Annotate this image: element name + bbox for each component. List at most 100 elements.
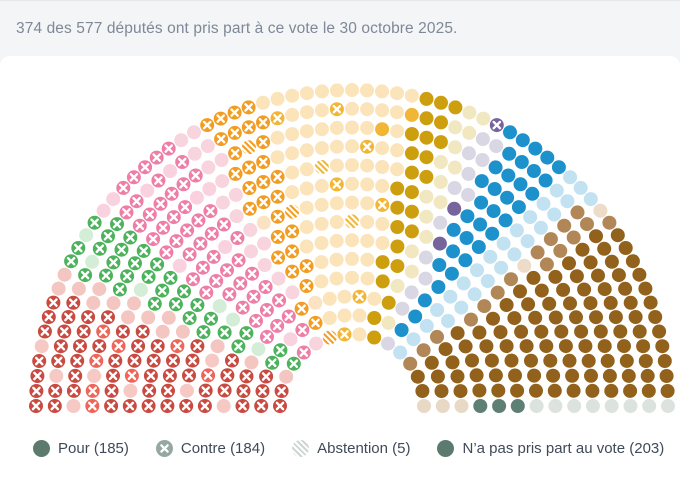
seat-dot[interactable] — [390, 200, 405, 215]
seat-dot[interactable] — [657, 354, 672, 368]
seat-dot[interactable] — [661, 399, 675, 413]
seat-dot[interactable] — [360, 83, 374, 98]
seat-dot[interactable] — [610, 228, 625, 243]
seat-dot[interactable] — [526, 164, 541, 178]
seat-dot[interactable] — [161, 310, 176, 325]
seat-dot[interactable] — [589, 229, 603, 244]
seat-dot[interactable] — [621, 368, 636, 383]
seat-dot[interactable] — [141, 310, 156, 325]
seat-dot[interactable] — [453, 384, 468, 399]
seat-dot[interactable] — [394, 323, 409, 337]
seat-dot[interactable] — [390, 105, 404, 120]
seat-dot[interactable] — [308, 295, 323, 310]
seat-dot[interactable] — [410, 369, 425, 384]
seat-dot[interactable] — [285, 204, 300, 219]
seat-dot[interactable] — [433, 215, 448, 230]
seat-dot[interactable] — [486, 204, 501, 219]
seat-dot[interactable] — [636, 339, 651, 354]
seat-dot[interactable] — [520, 234, 535, 249]
seat-dot[interactable] — [433, 135, 448, 150]
seat-dot[interactable] — [201, 160, 216, 175]
seat-dot[interactable] — [500, 190, 515, 205]
seat-dot[interactable] — [345, 195, 359, 210]
seat-dot[interactable] — [530, 245, 545, 260]
seat-dot[interactable] — [390, 259, 405, 274]
seat-dot[interactable] — [524, 353, 538, 368]
seat-dot[interactable] — [585, 399, 600, 413]
seat-dot[interactable] — [583, 255, 598, 270]
seat-dot[interactable] — [256, 215, 271, 230]
seat-dot[interactable] — [433, 155, 448, 169]
seat-dot[interactable] — [434, 95, 448, 110]
seat-dot[interactable] — [345, 176, 359, 191]
seat-dot[interactable] — [360, 196, 375, 211]
seat-dot[interactable] — [390, 124, 405, 139]
seat-dot[interactable] — [314, 178, 329, 193]
seat-dot[interactable] — [228, 187, 243, 202]
seat-dot[interactable] — [352, 308, 367, 323]
seat-dot[interactable] — [573, 180, 588, 195]
seat-dot[interactable] — [454, 300, 469, 315]
seat-dot[interactable] — [243, 222, 258, 237]
seat-dot[interactable] — [163, 164, 178, 178]
seat-dot[interactable] — [390, 162, 405, 177]
seat-dot[interactable] — [285, 88, 300, 103]
seat-dot[interactable] — [375, 160, 390, 174]
seat-dot[interactable] — [486, 311, 500, 326]
seat-dot[interactable] — [175, 324, 190, 339]
seat-dot[interactable] — [251, 342, 266, 357]
seat-dot[interactable] — [632, 324, 647, 339]
seat-dot[interactable] — [329, 196, 344, 211]
seat-dot[interactable] — [539, 339, 554, 354]
seat-dot[interactable] — [314, 103, 329, 118]
seat-dot[interactable] — [390, 143, 405, 158]
seat-dot[interactable] — [632, 267, 647, 282]
seat-dot[interactable] — [459, 231, 474, 245]
seat-dot[interactable] — [381, 295, 396, 310]
seat-dot[interactable] — [472, 383, 487, 398]
seat-dot[interactable] — [510, 383, 525, 398]
seat-dot[interactable] — [106, 192, 121, 207]
seat-dot[interactable] — [205, 353, 220, 368]
seat-dot[interactable] — [494, 260, 509, 275]
seat-dot[interactable] — [419, 150, 434, 165]
seat-dot[interactable] — [569, 310, 583, 325]
seat-dot[interactable] — [299, 220, 314, 234]
seat-dot[interactable] — [270, 150, 285, 165]
seat-dot[interactable] — [270, 130, 285, 145]
seat-dot[interactable] — [567, 399, 582, 413]
seat-dot[interactable] — [202, 182, 217, 196]
seat-dot[interactable] — [395, 301, 410, 316]
seat-dot[interactable] — [360, 177, 375, 192]
seat-dot[interactable] — [501, 168, 516, 183]
seat-dot[interactable] — [514, 324, 529, 339]
seat-dot[interactable] — [419, 209, 434, 224]
seat-dot[interactable] — [469, 368, 484, 383]
seat-dot[interactable] — [66, 399, 81, 413]
seat-dot[interactable] — [85, 254, 100, 269]
seat-dot[interactable] — [638, 281, 653, 296]
seat-dot[interactable] — [474, 195, 489, 210]
seat-dot[interactable] — [433, 175, 448, 189]
seat-dot[interactable] — [51, 281, 66, 296]
seat-dot[interactable] — [484, 353, 499, 368]
seat-dot[interactable] — [583, 296, 598, 311]
seat-dot[interactable] — [123, 383, 138, 398]
seat-dot[interactable] — [585, 383, 600, 398]
seat-dot[interactable] — [86, 295, 101, 310]
seat-dot[interactable] — [404, 285, 419, 300]
seat-dot[interactable] — [548, 399, 563, 413]
seat-dot[interactable] — [562, 353, 577, 368]
seat-dot[interactable] — [322, 311, 337, 325]
seat-dot[interactable] — [419, 169, 434, 184]
seat-dot[interactable] — [79, 228, 94, 243]
seat-dot[interactable] — [638, 354, 653, 368]
seat-dot[interactable] — [419, 189, 434, 204]
seat-dot[interactable] — [511, 200, 526, 215]
seat-dot[interactable] — [314, 122, 329, 137]
seat-dot[interactable] — [133, 282, 148, 297]
seat-dot[interactable] — [285, 285, 300, 300]
seat-dot[interactable] — [475, 153, 490, 167]
seat-dot[interactable] — [477, 299, 492, 314]
seat-dot[interactable] — [404, 107, 419, 122]
